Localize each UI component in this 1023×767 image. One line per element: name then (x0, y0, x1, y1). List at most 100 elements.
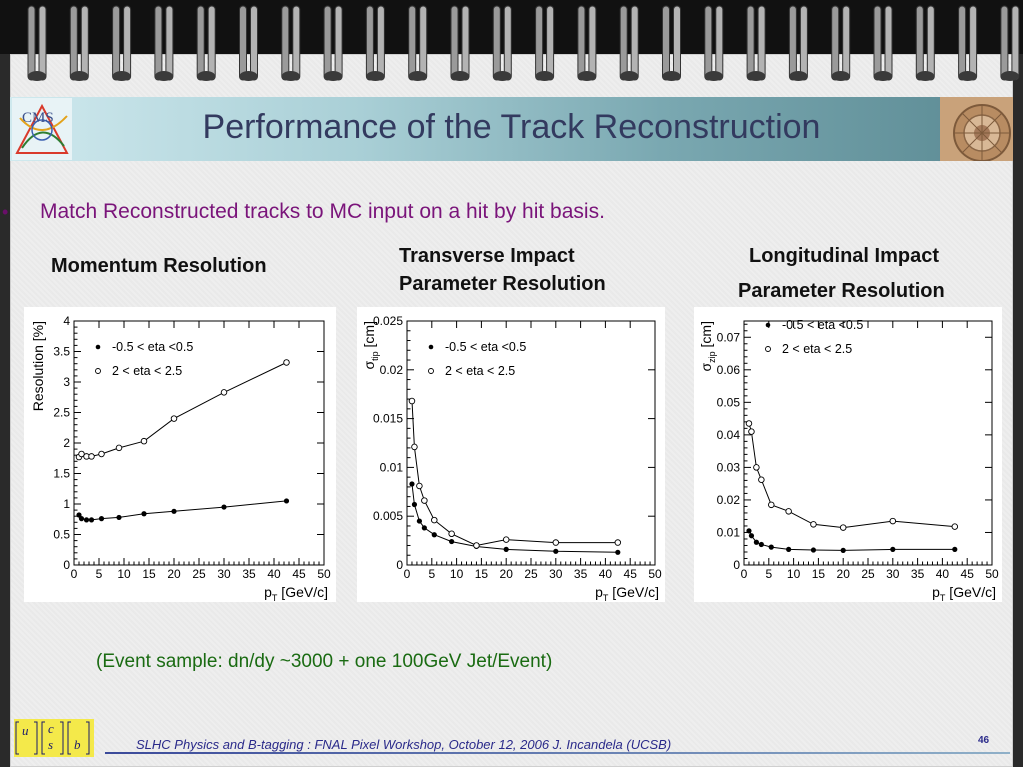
longitudinal-impact-svg: 0 5 10 15 20 25 30 35 40 45 50 0 0.01 0.02 0.03 0.04 0.0… (698, 318, 999, 602)
y-tick-label: 0 (396, 558, 403, 572)
binding-ring (492, 5, 512, 81)
y-tick-label: 4 (63, 314, 70, 328)
y-tick-label: 0.06 (717, 363, 741, 377)
data-point-filled (88, 517, 95, 523)
y-tick-label: 0.05 (717, 395, 741, 409)
x-tick-label: 45 (292, 567, 306, 581)
data-point-open (839, 524, 847, 531)
legend-entry: -0.5 < eta <0.5 (112, 340, 193, 354)
binding-ring (788, 5, 808, 81)
x-tick-label: 35 (242, 567, 256, 581)
transverse-plot-title-line1: Transverse Impact (399, 245, 575, 267)
data-point-open (411, 443, 418, 451)
y-tick-label: 0.02 (717, 493, 741, 507)
series-line (411, 400, 618, 547)
y-tick-label: 2 (63, 436, 70, 450)
x-tick-label: 40 (599, 567, 613, 581)
y-axis-label-sub: zip (707, 351, 717, 363)
data-point-filled (421, 525, 427, 531)
x-tick-label: 25 (861, 567, 875, 581)
series-line (748, 423, 955, 529)
legend-marker-filled (95, 344, 101, 350)
data-point-open (448, 530, 455, 538)
binding-ring (365, 5, 385, 81)
data-point-filled (449, 538, 455, 545)
data-point-filled (786, 546, 792, 552)
data-point-open (614, 539, 622, 546)
y-axis-label-sub: tip (370, 351, 380, 361)
x-tick-label: 30 (886, 567, 900, 581)
binding-ring (154, 5, 174, 81)
data-point-open (502, 536, 510, 543)
x-tick-label: 20 (837, 567, 851, 581)
x-tick-label: 50 (648, 567, 662, 581)
binding-ring (746, 5, 766, 81)
data-point-open (88, 453, 95, 460)
data-point-filled (431, 532, 437, 538)
y-tick-label: 1.5 (53, 467, 70, 481)
quark-b: b (74, 737, 81, 752)
y-tick-label: 0.025 (373, 314, 403, 328)
x-axis-label: pT [GeV/c] (595, 584, 659, 602)
data-point-open (951, 523, 959, 530)
binding-ring (408, 5, 428, 81)
cms-logo-icon: CMS (12, 98, 72, 160)
series-line (78, 362, 287, 458)
binding-ring (915, 5, 935, 81)
series-line (411, 483, 618, 553)
binding-ring (619, 5, 639, 81)
binding-ring (873, 5, 893, 81)
data-point-filled (758, 541, 764, 548)
y-axis-label-unit: [cm] (361, 321, 377, 351)
data-point-open (785, 508, 792, 515)
x-axis-label-p: p (932, 584, 940, 600)
binding-ring (323, 5, 343, 81)
longitudinal-plot-title-line2: Parameter Resolution (738, 280, 945, 302)
data-point-open (220, 389, 228, 396)
x-axis-label-unit: [GeV/c] (608, 584, 659, 600)
series-line (748, 530, 955, 551)
data-point-open (753, 464, 760, 471)
x-tick-label: 15 (812, 567, 826, 581)
y-tick-label: 0.04 (717, 428, 741, 442)
data-point-open (170, 415, 178, 422)
data-point-open (408, 397, 416, 405)
x-axis-label: pT [GeV/c] (264, 584, 328, 602)
x-tick-label: 10 (787, 567, 801, 581)
data-point-filled (141, 511, 147, 517)
binding-ring (27, 5, 47, 81)
series-line (78, 500, 287, 521)
x-tick-label: 50 (317, 567, 331, 581)
data-point-filled (221, 504, 227, 510)
data-point-open (810, 521, 817, 528)
data-point-open (758, 476, 765, 484)
legend-marker-open (765, 346, 771, 352)
x-tick-label: 5 (96, 567, 103, 581)
x-tick-label: 10 (117, 567, 131, 581)
y-tick-label: 0.5 (53, 528, 70, 542)
y-tick-label: 0.005 (373, 509, 403, 523)
x-tick-label: 15 (475, 567, 489, 581)
data-point-filled (409, 481, 415, 487)
data-point-open (98, 450, 105, 458)
x-tick-label: 0 (404, 567, 411, 581)
footer-text: SLHC Physics and B-tagging : FNAL Pixel … (136, 737, 672, 752)
x-tick-label: 45 (961, 567, 975, 581)
y-tick-label: 2.5 (53, 406, 70, 420)
binding-ring (69, 5, 89, 81)
transverse-impact-svg: 0 5 10 15 20 25 30 35 40 45 50 0 0.005 0.01 0.015 0.02 0… (361, 314, 662, 602)
data-point-filled (116, 514, 122, 521)
data-point-filled (411, 501, 418, 508)
legend-marker-filled (428, 344, 434, 350)
legend-marker-open (428, 368, 434, 374)
y-tick-label: 0 (733, 558, 740, 572)
y-axis-label: σtip [cm] (361, 321, 380, 370)
x-tick-label: 20 (167, 567, 181, 581)
quark-s: s (48, 737, 53, 752)
y-axis-label-sigma: σ (361, 361, 377, 370)
binding-ring (535, 5, 555, 81)
x-axis-label-unit: [GeV/c] (945, 584, 996, 600)
x-tick-label: 40 (267, 567, 281, 581)
data-point-filled (553, 548, 559, 554)
data-point-filled (952, 546, 958, 552)
